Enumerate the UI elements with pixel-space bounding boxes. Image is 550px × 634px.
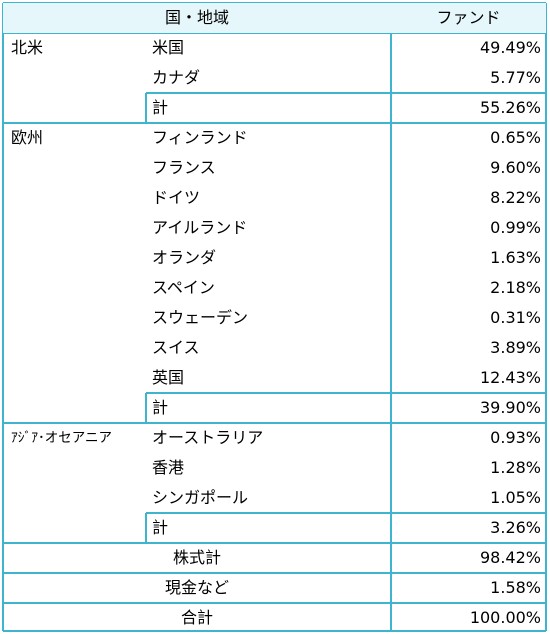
country-value: 9.60% — [490, 158, 541, 177]
country-value: 1.28% — [490, 458, 541, 477]
country-value: 0.31% — [490, 308, 541, 327]
country-name: 米国 — [152, 38, 185, 57]
subtotal-value: 55.26% — [479, 98, 541, 117]
subtotal-value: 39.90% — [479, 398, 541, 417]
country-name: 英国 — [152, 368, 185, 387]
country-value: 0.93% — [490, 428, 541, 447]
country-name: オランダ — [152, 248, 217, 267]
country-value: 49.49% — [479, 38, 541, 57]
total-label: 現金など — [164, 578, 229, 597]
country-value: 12.43% — [479, 368, 541, 387]
country-name: ドイツ — [152, 188, 201, 207]
header-fund: ファンド — [391, 3, 546, 33]
country-value: 2.18% — [490, 278, 541, 297]
country-name: カナダ — [152, 68, 201, 87]
country-name: フランス — [152, 158, 216, 177]
subtotal-label: 計 — [152, 518, 169, 537]
country-value: 1.63% — [490, 248, 541, 267]
subtotal-value: 3.26% — [490, 518, 541, 537]
total-label: 合計 — [180, 608, 213, 627]
country-value: 8.22% — [490, 188, 541, 207]
total-label: 株式計 — [172, 548, 221, 567]
country-name: スイス — [152, 338, 200, 357]
country-value: 0.99% — [490, 218, 541, 237]
country-name: シンガポール — [152, 488, 249, 507]
country-name: 香港 — [152, 458, 185, 477]
total-value: 1.58% — [490, 578, 541, 597]
region-label: 欧州 — [11, 128, 44, 147]
country-value: 5.77% — [490, 68, 541, 87]
region-label: 北米 — [11, 38, 44, 57]
country-name: アイルランド — [152, 218, 248, 237]
country-name: スウェーデン — [152, 308, 249, 327]
country-value: 1.05% — [490, 488, 541, 507]
country-name: オーストラリア — [152, 428, 264, 447]
country-value: 3.89% — [490, 338, 541, 357]
total-value: 100.00% — [469, 608, 541, 627]
country-name: フィンランド — [152, 128, 248, 147]
country-value: 0.65% — [490, 128, 541, 147]
subtotal-label: 計 — [152, 398, 169, 417]
header-region: 国・地域 — [3, 3, 391, 33]
total-value: 98.42% — [479, 548, 541, 567]
country-name: スペイン — [152, 278, 215, 297]
subtotal-label: 計 — [152, 98, 169, 117]
region-label: ｱｼﾞｱ･オセアニア — [11, 430, 112, 446]
